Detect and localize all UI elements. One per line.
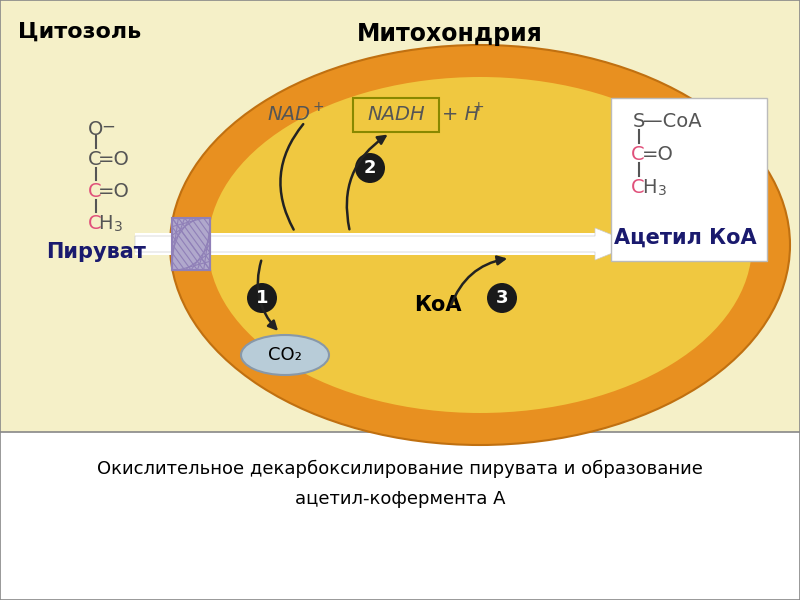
Text: Цитозоль: Цитозоль xyxy=(18,22,142,42)
FancyBboxPatch shape xyxy=(353,98,439,132)
Text: NADH: NADH xyxy=(367,105,425,124)
Text: Митохондрия: Митохондрия xyxy=(357,22,543,46)
Text: 3: 3 xyxy=(658,184,666,198)
Text: 2: 2 xyxy=(364,159,376,177)
Text: H: H xyxy=(98,214,113,233)
Ellipse shape xyxy=(170,45,790,445)
Text: +: + xyxy=(312,100,324,114)
Text: =O: =O xyxy=(98,182,130,201)
Text: NAD: NAD xyxy=(267,105,310,124)
Circle shape xyxy=(355,153,385,183)
Text: C: C xyxy=(631,145,645,164)
Text: 1: 1 xyxy=(256,289,268,307)
Ellipse shape xyxy=(208,77,752,413)
Text: + H: + H xyxy=(442,105,479,124)
Text: 3: 3 xyxy=(114,220,122,234)
Text: 3: 3 xyxy=(496,289,508,307)
Text: =O: =O xyxy=(642,145,674,164)
Circle shape xyxy=(487,283,517,313)
Text: H: H xyxy=(642,178,657,197)
Text: +: + xyxy=(472,100,484,114)
Text: C: C xyxy=(631,178,645,197)
Text: ацетил-кофермента А: ацетил-кофермента А xyxy=(294,490,506,508)
FancyBboxPatch shape xyxy=(0,430,800,600)
Text: —CoA: —CoA xyxy=(643,112,702,131)
Text: S: S xyxy=(633,112,646,131)
Circle shape xyxy=(247,283,277,313)
Text: =O: =O xyxy=(98,150,130,169)
Text: Ацетил КоА: Ацетил КоА xyxy=(614,228,756,248)
Text: Окислительное декарбоксилирование пирувата и образование: Окислительное декарбоксилирование пирува… xyxy=(97,460,703,478)
Text: КоА: КоА xyxy=(414,295,462,315)
Ellipse shape xyxy=(241,335,329,375)
FancyBboxPatch shape xyxy=(611,98,767,261)
Text: C: C xyxy=(88,182,102,201)
Polygon shape xyxy=(135,228,635,260)
Text: C: C xyxy=(88,150,102,169)
FancyBboxPatch shape xyxy=(135,233,600,255)
Text: Пируват: Пируват xyxy=(46,242,146,262)
Text: −: − xyxy=(101,118,115,136)
FancyBboxPatch shape xyxy=(172,218,210,270)
Text: O: O xyxy=(88,120,104,139)
Text: C: C xyxy=(88,214,102,233)
FancyBboxPatch shape xyxy=(0,0,800,432)
Text: CO₂: CO₂ xyxy=(268,346,302,364)
